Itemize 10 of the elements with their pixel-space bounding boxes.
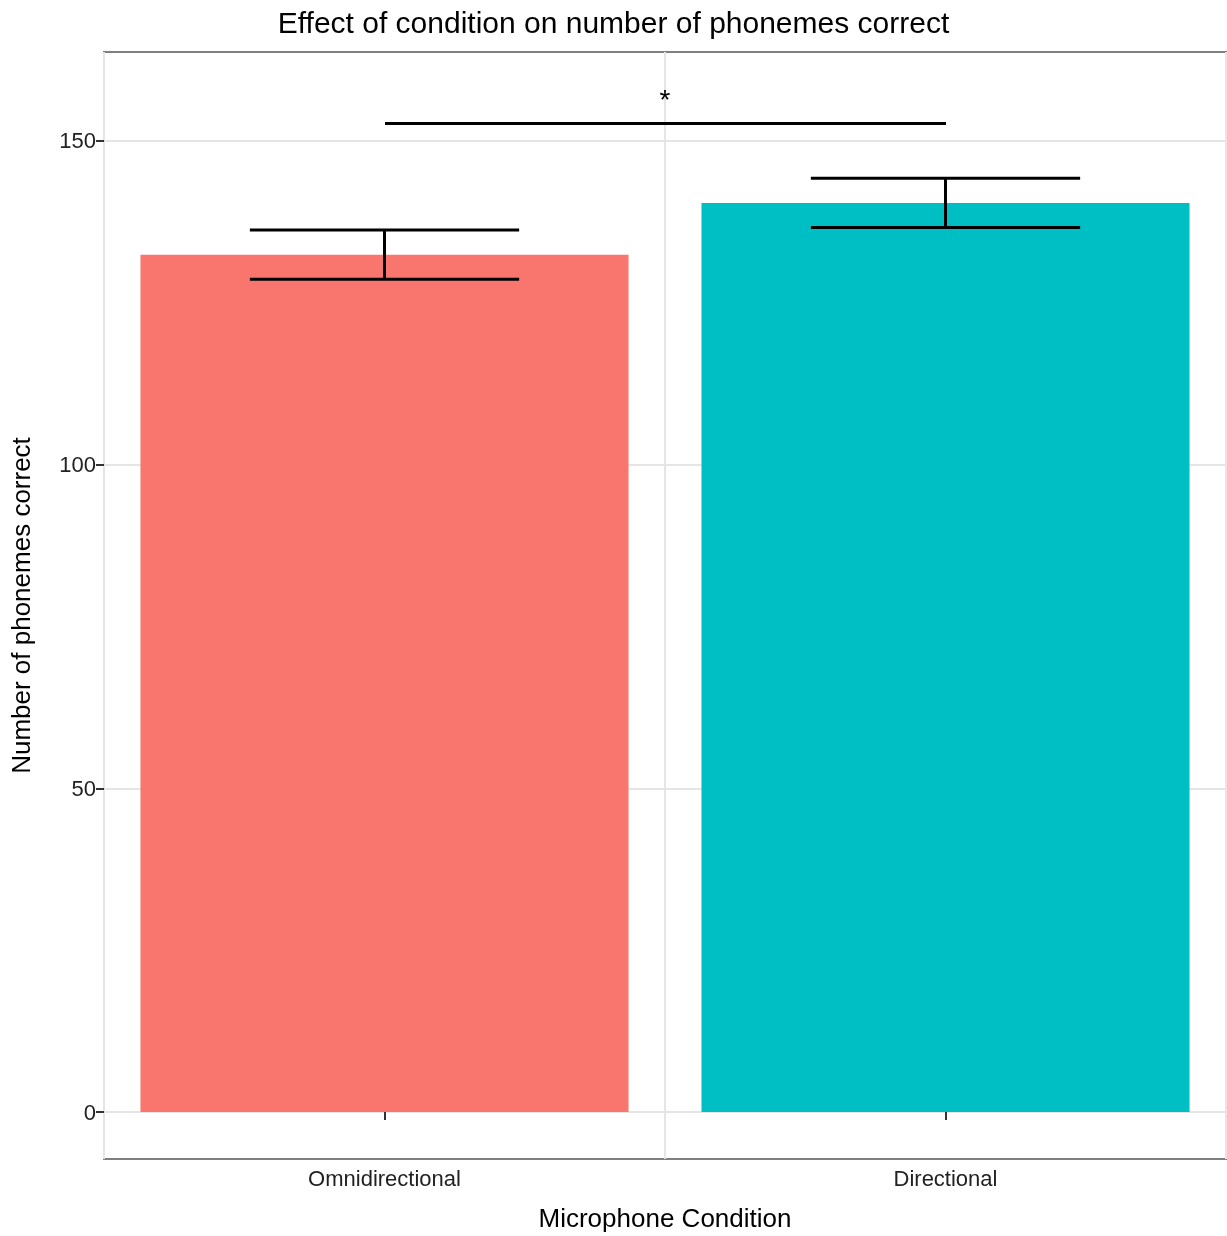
y-axis-title: Number of phonemes correct <box>6 436 36 774</box>
annotation: * <box>659 83 671 115</box>
x-tick-label: Directional <box>893 1165 998 1191</box>
x-tick-label: Omnidirectional <box>308 1165 461 1191</box>
y-tick-label: 50 <box>71 775 96 801</box>
y-tick-label: 0 <box>83 1099 96 1125</box>
y-tick-label: 100 <box>59 451 96 477</box>
y-tick-label: 150 <box>59 128 96 154</box>
chart-title: Effect of condition on number of phonemes correct <box>277 5 950 39</box>
x-axis-title: Microphone Condition <box>538 1203 792 1233</box>
